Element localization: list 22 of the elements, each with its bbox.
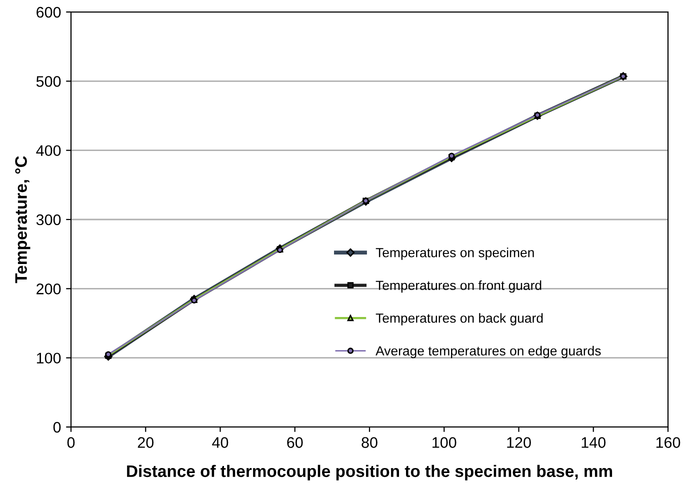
legend-label: Average temperatures on edge guards — [376, 346, 601, 358]
legend-label: Temperatures on specimen — [376, 248, 534, 260]
x-tick-label: 20 — [138, 437, 154, 448]
x-tick-label: 160 — [656, 437, 680, 448]
y-tick-label: 0 — [53, 422, 61, 433]
x-tick-label: 60 — [287, 437, 303, 448]
y-tick-label: 100 — [36, 352, 61, 364]
x-tick-label: 0 — [67, 437, 75, 448]
y-tick-label: 500 — [36, 76, 61, 87]
x-tick-label: 140 — [582, 437, 606, 448]
y-tick-label: 200 — [36, 284, 61, 294]
legend-label: Temperatures on back guard — [376, 313, 543, 326]
legend-label: Temperatures on front guard — [376, 280, 542, 293]
y-tick-label: 400 — [36, 145, 61, 156]
x-axis-title: Distance of thermocouple position to the specimen base, mm — [127, 464, 612, 480]
y-tick-label: 600 — [36, 6, 61, 18]
x-tick-label: 120 — [507, 437, 531, 448]
y-tick-label: 300 — [36, 214, 61, 226]
x-tick-label: 100 — [432, 437, 456, 448]
y-axis-title: Temperature, °C — [15, 156, 30, 284]
x-tick-label: 40 — [212, 437, 228, 448]
x-tick-label: 80 — [362, 437, 378, 448]
